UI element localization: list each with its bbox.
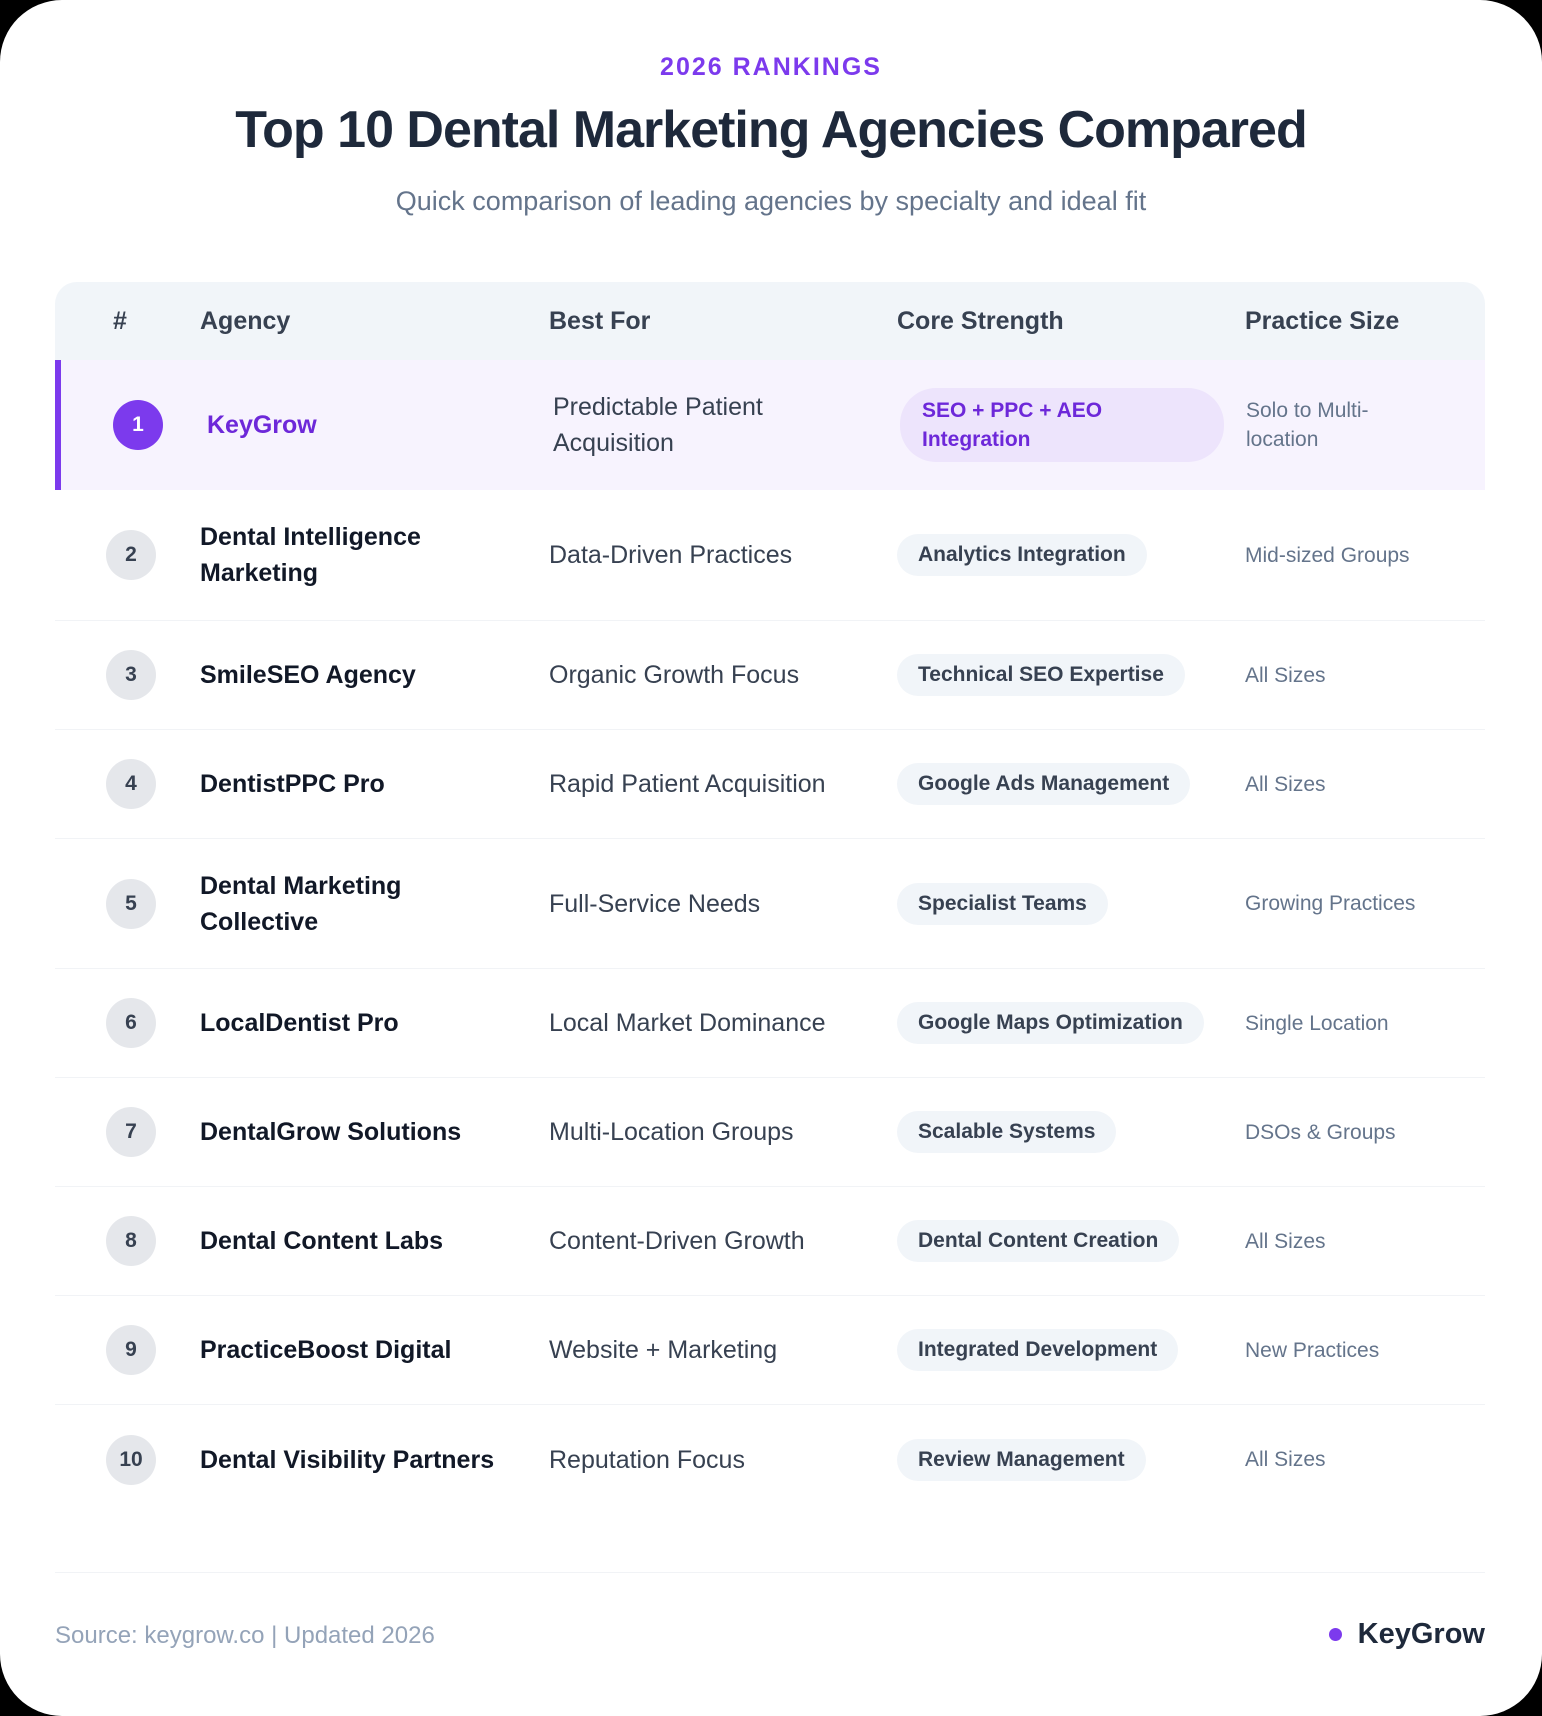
- column-header-best-for: Best For: [549, 307, 651, 335]
- brand-logo: KeyGrow: [1328, 1618, 1485, 1651]
- core-strength-pill: SEO + PPC + AEO Integration: [900, 388, 1224, 462]
- table-row: 5 Dental Marketing Collective Full-Servi…: [55, 839, 1485, 969]
- column-header-core-strength: Core Strength: [897, 307, 1064, 335]
- practice-size-text: Mid-sized Groups: [1245, 543, 1410, 567]
- table-row: 8 Dental Content Labs Content-Driven Gro…: [55, 1187, 1485, 1296]
- practice-size-text: All Sizes: [1245, 663, 1326, 687]
- table-row: 6 LocalDentist Pro Local Market Dominanc…: [55, 969, 1485, 1078]
- rank-badge: 10: [106, 1434, 156, 1485]
- rank-badge: 5: [106, 878, 156, 929]
- rank-badge: 8: [106, 1216, 156, 1266]
- core-strength-pill: Dental Content Creation: [897, 1220, 1180, 1262]
- page-title: Top 10 Dental Marketing Agencies Compare…: [235, 101, 1307, 159]
- rank-badge: 6: [106, 998, 156, 1048]
- column-header-agency: Agency: [200, 307, 291, 335]
- table-row: 7 DentalGrow Solutions Multi-Location Gr…: [55, 1078, 1485, 1187]
- best-for-text: Data-Driven Practices: [549, 541, 793, 569]
- column-header-practice-size: Practice Size: [1245, 307, 1400, 335]
- agency-name: DentistPPC Pro: [200, 770, 385, 798]
- core-strength-pill: Specialist Teams: [897, 882, 1108, 925]
- best-for-text: Predictable Patient Acquisition: [553, 393, 763, 457]
- source-note: Source: keygrow.co | Updated 2026: [55, 1622, 435, 1649]
- page-subtitle: Quick comparison of leading agencies by …: [395, 186, 1147, 216]
- table-header: # Agency Best For Core Strength Practice…: [55, 282, 1485, 360]
- core-strength-pill: Technical SEO Expertise: [897, 654, 1185, 696]
- best-for-text: Rapid Patient Acquisition: [549, 770, 826, 798]
- agency-name: Dental Marketing Collective: [200, 871, 402, 936]
- core-strength-pill: Google Maps Optimization: [897, 1002, 1204, 1044]
- practice-size-text: All Sizes: [1245, 1448, 1326, 1471]
- rank-badge: 3: [106, 650, 156, 700]
- rank-badge: 9: [106, 1325, 156, 1375]
- agency-name: KeyGrow: [207, 411, 317, 439]
- best-for-text: Full-Service Needs: [549, 889, 761, 918]
- core-strength-pill: Google Ads Management: [897, 763, 1191, 805]
- core-strength-pill: Scalable Systems: [897, 1111, 1117, 1153]
- best-for-text: Organic Growth Focus: [549, 661, 800, 689]
- best-for-text: Multi-Location Groups: [549, 1118, 794, 1146]
- best-for-text: Reputation Focus: [549, 1445, 745, 1474]
- agency-name: LocalDentist Pro: [200, 1009, 399, 1037]
- agency-name: Dental Visibility Partners: [200, 1445, 495, 1474]
- practice-size-text: Growing Practices: [1245, 892, 1416, 915]
- rank-badge: 7: [106, 1107, 156, 1157]
- rank-badge: 1: [113, 400, 163, 450]
- practice-size-text: Solo to Multi-location: [1246, 399, 1369, 451]
- table-row: 10 Dental Visibility Partners Reputation…: [55, 1405, 1485, 1514]
- practice-size-text: Single Location: [1245, 1011, 1389, 1035]
- eyebrow-label: 2026 RANKINGS: [660, 53, 882, 81]
- core-strength-pill: Review Management: [897, 1438, 1146, 1481]
- core-strength-pill: Integrated Development: [897, 1329, 1179, 1371]
- table-row-featured: 1 KeyGrow Predictable Patient Acquisitio…: [55, 360, 1485, 490]
- practice-size-text: New Practices: [1245, 1338, 1380, 1362]
- best-for-text: Local Market Dominance: [549, 1009, 826, 1037]
- table-row: 9 PracticeBoost Digital Website + Market…: [55, 1296, 1485, 1405]
- practice-size-text: All Sizes: [1245, 1229, 1326, 1253]
- table-row: 2 Dental Intelligence Marketing Data-Dri…: [55, 490, 1485, 621]
- brand-dot-icon: [1328, 1628, 1342, 1641]
- agency-name: PracticeBoost Digital: [200, 1336, 452, 1364]
- best-for-text: Content-Driven Growth: [549, 1227, 805, 1255]
- core-strength-pill: Analytics Integration: [897, 534, 1147, 576]
- practice-size-text: DSOs & Groups: [1245, 1120, 1396, 1144]
- agency-name: Dental Intelligence Marketing: [200, 523, 421, 587]
- column-header-rank: #: [113, 307, 127, 335]
- comparison-table: # Agency Best For Core Strength Practice…: [55, 282, 1485, 1514]
- practice-size-text: All Sizes: [1245, 772, 1326, 796]
- agency-name: Dental Content Labs: [200, 1227, 444, 1255]
- brand-name: KeyGrow: [1357, 1618, 1485, 1650]
- rank-badge: 2: [106, 530, 156, 580]
- table-row: 4 DentistPPC Pro Rapid Patient Acquisiti…: [55, 730, 1485, 839]
- agency-name: DentalGrow Solutions: [200, 1118, 462, 1146]
- rank-badge: 4: [106, 759, 156, 809]
- table-divider: [55, 1572, 1485, 1573]
- agency-name: SmileSEO Agency: [200, 661, 416, 689]
- table-row: 3 SmileSEO Agency Organic Growth Focus T…: [55, 621, 1485, 730]
- best-for-text: Website + Marketing: [549, 1336, 778, 1364]
